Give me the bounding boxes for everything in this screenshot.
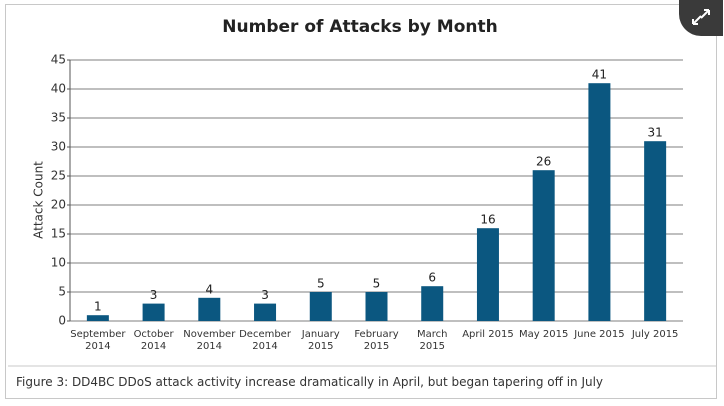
y-tick-label: 0 bbox=[58, 314, 66, 328]
bar bbox=[86, 315, 109, 321]
value-label: 1 bbox=[94, 300, 102, 314]
bar bbox=[421, 286, 444, 321]
y-tick-label: 45 bbox=[51, 53, 66, 67]
x-tick-label: May 2015 bbox=[519, 329, 569, 340]
bar bbox=[198, 297, 221, 321]
value-label: 5 bbox=[317, 277, 325, 291]
y-tick-label: 15 bbox=[51, 227, 66, 241]
value-label: 3 bbox=[261, 288, 269, 302]
y-tick-label: 40 bbox=[51, 82, 66, 96]
expand-icon bbox=[692, 9, 710, 25]
x-tick-label: February 2015 bbox=[354, 329, 399, 352]
y-tick-label: 20 bbox=[51, 198, 66, 212]
value-label: 31 bbox=[647, 126, 662, 140]
x-tick-label: December 2014 bbox=[239, 329, 291, 352]
value-label: 16 bbox=[480, 213, 495, 227]
x-tick-label: June 2015 bbox=[574, 329, 625, 340]
y-tick-label: 5 bbox=[58, 285, 66, 299]
value-label: 3 bbox=[150, 288, 158, 302]
x-tick-label: November 2014 bbox=[183, 329, 236, 352]
x-tick-label: March 2015 bbox=[416, 329, 448, 352]
bar bbox=[588, 83, 611, 321]
bar bbox=[254, 303, 277, 321]
y-tick-label: 10 bbox=[51, 256, 66, 270]
value-label: 5 bbox=[373, 277, 381, 291]
caption: Figure 3: DD4BC DDoS attack activity inc… bbox=[16, 375, 604, 389]
bar bbox=[476, 228, 499, 321]
y-tick-label: 25 bbox=[51, 169, 66, 183]
value-label: 4 bbox=[205, 282, 213, 296]
y-tick-label: 30 bbox=[51, 140, 66, 154]
x-tick-label: April 2015 bbox=[462, 329, 514, 340]
bar bbox=[142, 303, 165, 321]
chart-frame bbox=[5, 4, 717, 399]
bar bbox=[532, 170, 555, 321]
x-tick-label: July 2015 bbox=[631, 329, 679, 340]
bar bbox=[644, 141, 667, 321]
value-label: 26 bbox=[536, 155, 551, 169]
y-axis-label: Attack Count bbox=[32, 161, 46, 239]
x-tick-label: October 2014 bbox=[133, 329, 174, 352]
value-label: 41 bbox=[592, 68, 607, 82]
x-tick-label: September 2014 bbox=[70, 329, 126, 352]
bar bbox=[309, 292, 332, 321]
expand-button[interactable] bbox=[679, 0, 723, 36]
x-tick-label: January 2015 bbox=[301, 329, 340, 352]
chart-title: Number of Attacks by Month bbox=[222, 17, 497, 37]
value-label: 6 bbox=[428, 271, 436, 285]
expand-arrows bbox=[692, 9, 710, 25]
bar bbox=[365, 292, 388, 321]
y-tick-label: 35 bbox=[51, 111, 66, 125]
